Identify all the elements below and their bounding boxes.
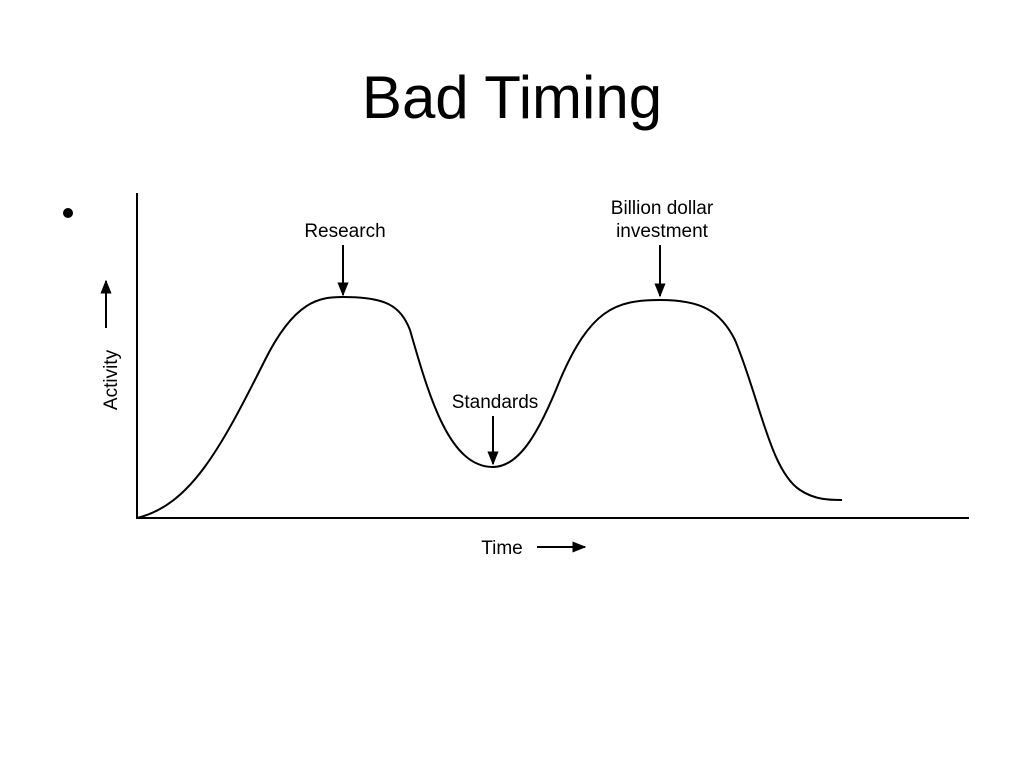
annotation: investment bbox=[616, 221, 709, 242]
activity-curve bbox=[136, 295, 843, 519]
x-axis-label: Time bbox=[481, 538, 523, 559]
bullet bbox=[63, 208, 73, 218]
diagram: Activity Time Research Standards Billion… bbox=[100, 193, 969, 559]
annotation: Billion dollar bbox=[611, 198, 714, 219]
annotation: Research bbox=[304, 221, 385, 242]
y-axis-label: Activity bbox=[101, 349, 122, 410]
annotation: Standards bbox=[452, 392, 539, 413]
slide-title: Bad Timing bbox=[362, 64, 662, 131]
